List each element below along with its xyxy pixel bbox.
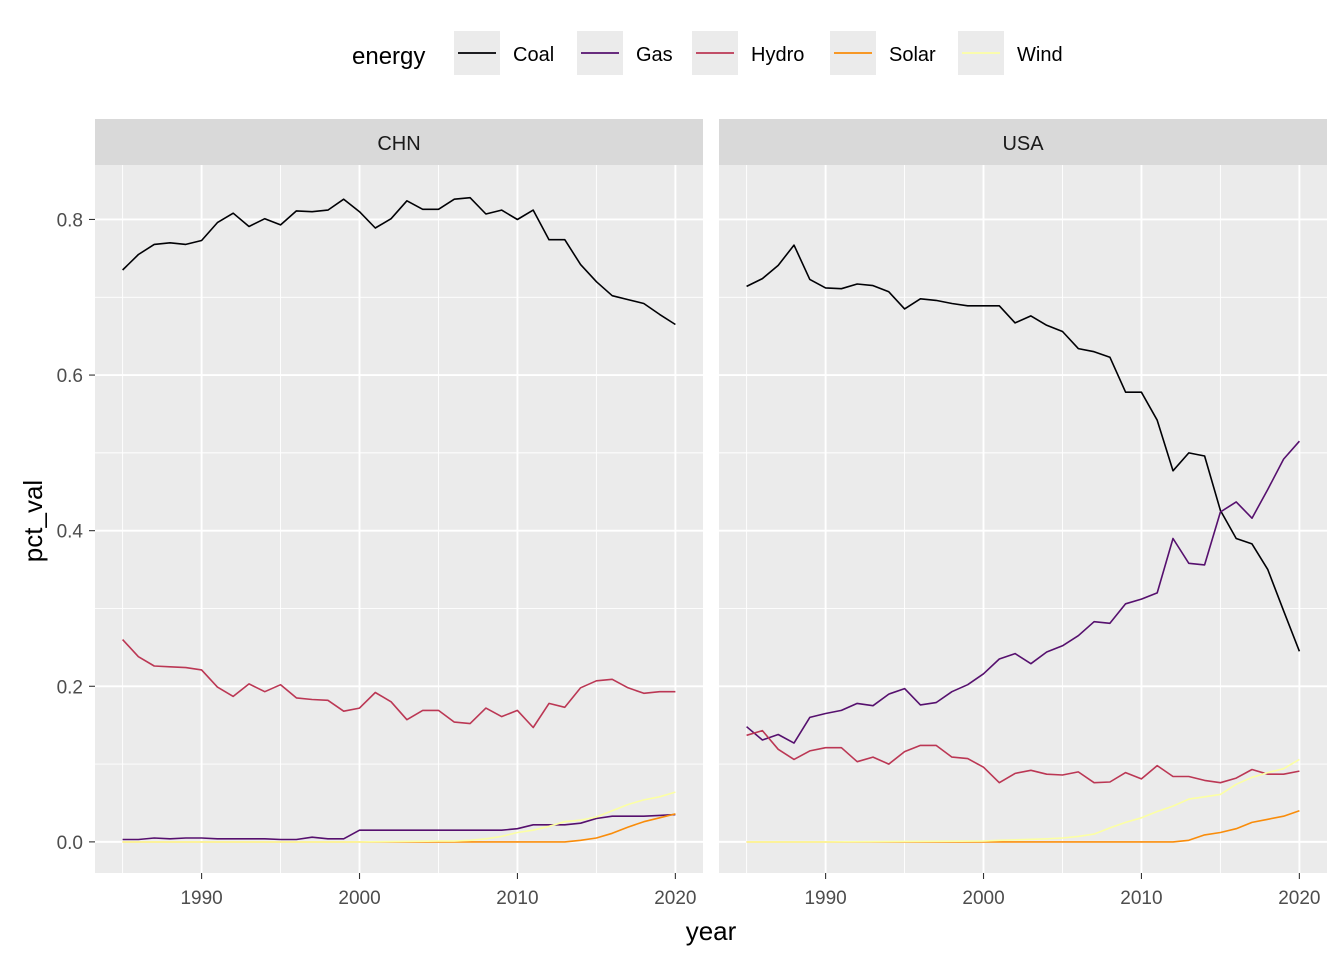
legend-label: Solar: [889, 44, 936, 66]
facet-strip: [719, 119, 1327, 165]
legend-item-solar: Solar: [830, 31, 936, 75]
facet-panels: CHN 1990 2000 2010 2020 USA 1990 2000 2010 2020: [95, 119, 1327, 909]
series-line-gas: [746, 440, 1300, 744]
series-line-coal: [746, 244, 1301, 652]
x-tick-label: 2010: [496, 888, 538, 909]
series-line-wind: [122, 791, 676, 843]
y-tick-label: 0.6: [57, 366, 83, 387]
legend-item-coal: Coal: [454, 31, 554, 75]
series-line-coal: [122, 196, 676, 326]
panel-background: [95, 165, 703, 873]
facet-strip-label: CHN: [377, 133, 420, 155]
legend-label: Wind: [1017, 44, 1063, 66]
series-line-wind: [746, 758, 1300, 843]
y-axis: 0.0 0.2 0.4 0.6 0.8: [57, 210, 95, 854]
x-tick-label: 2000: [962, 888, 1004, 909]
x-tick-label: 2020: [1278, 888, 1320, 909]
legend-label: Hydro: [751, 44, 804, 66]
legend-label: Gas: [636, 44, 673, 66]
legend-item-gas: Gas: [577, 31, 673, 75]
x-axis-title: year: [686, 916, 737, 946]
facet-strip: [95, 119, 703, 165]
legend-title: energy: [352, 43, 425, 70]
series-line-hydro: [122, 639, 676, 729]
x-tick-label: 2000: [338, 888, 380, 909]
y-axis-title: pct_val: [18, 480, 48, 562]
y-tick-label: 0.4: [57, 522, 84, 543]
panel-usa: USA 1990 2000 2010 2020: [719, 119, 1327, 909]
x-tick-label: 1990: [180, 888, 222, 909]
panel-background: [719, 165, 1327, 873]
legend: energy Coal Gas Hydro Solar Wind: [352, 31, 1063, 75]
y-tick-label: 0.2: [57, 677, 83, 698]
series-line-hydro: [746, 729, 1300, 784]
series-line-solar: [746, 810, 1300, 843]
x-tick-label: 2020: [654, 888, 696, 909]
facet-strip-label: USA: [1002, 133, 1044, 155]
series-line-gas: [122, 813, 676, 841]
x-tick-label: 1990: [804, 888, 846, 909]
legend-item-wind: Wind: [958, 31, 1063, 75]
y-tick-label: 0.8: [57, 210, 83, 231]
panel-chn: CHN 1990 2000 2010 2020: [95, 119, 703, 909]
y-tick-label: 0.0: [57, 833, 83, 854]
legend-item-hydro: Hydro: [692, 31, 804, 75]
x-tick-label: 2010: [1120, 888, 1162, 909]
legend-label: Coal: [513, 44, 554, 66]
